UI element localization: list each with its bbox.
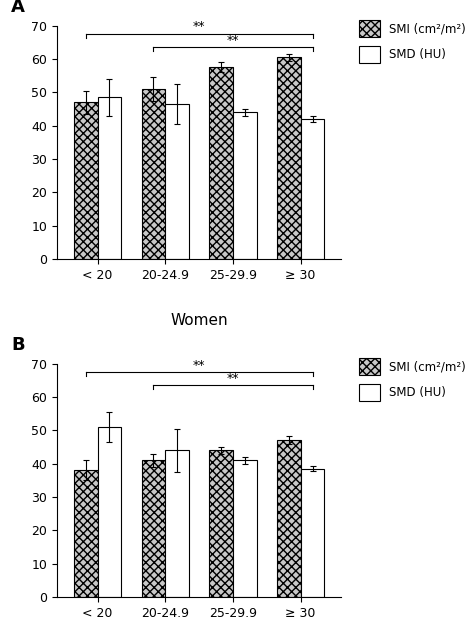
Legend: SMI (cm²/m²), SMD (HU): SMI (cm²/m²), SMD (HU)	[358, 358, 466, 401]
Bar	[209, 451, 233, 597]
Text: B: B	[11, 336, 25, 354]
Bar	[277, 440, 301, 597]
Bar	[165, 104, 189, 259]
Bar	[74, 471, 98, 597]
Text: **: **	[227, 372, 239, 385]
Text: **: **	[227, 33, 239, 47]
Text: **: **	[193, 358, 205, 372]
Bar	[209, 67, 233, 259]
Title: Women: Women	[170, 313, 228, 328]
Bar	[301, 119, 324, 259]
Legend: SMI (cm²/m²), SMD (HU): SMI (cm²/m²), SMD (HU)	[358, 20, 466, 63]
Bar	[301, 469, 324, 597]
Bar	[74, 102, 98, 259]
Bar	[233, 112, 256, 259]
Bar	[142, 89, 165, 259]
Bar	[233, 460, 256, 597]
Bar	[277, 57, 301, 259]
Bar	[165, 451, 189, 597]
Text: **: **	[193, 21, 205, 33]
Text: A: A	[11, 0, 25, 15]
Bar	[98, 427, 121, 597]
Bar	[142, 460, 165, 597]
Bar	[98, 98, 121, 259]
